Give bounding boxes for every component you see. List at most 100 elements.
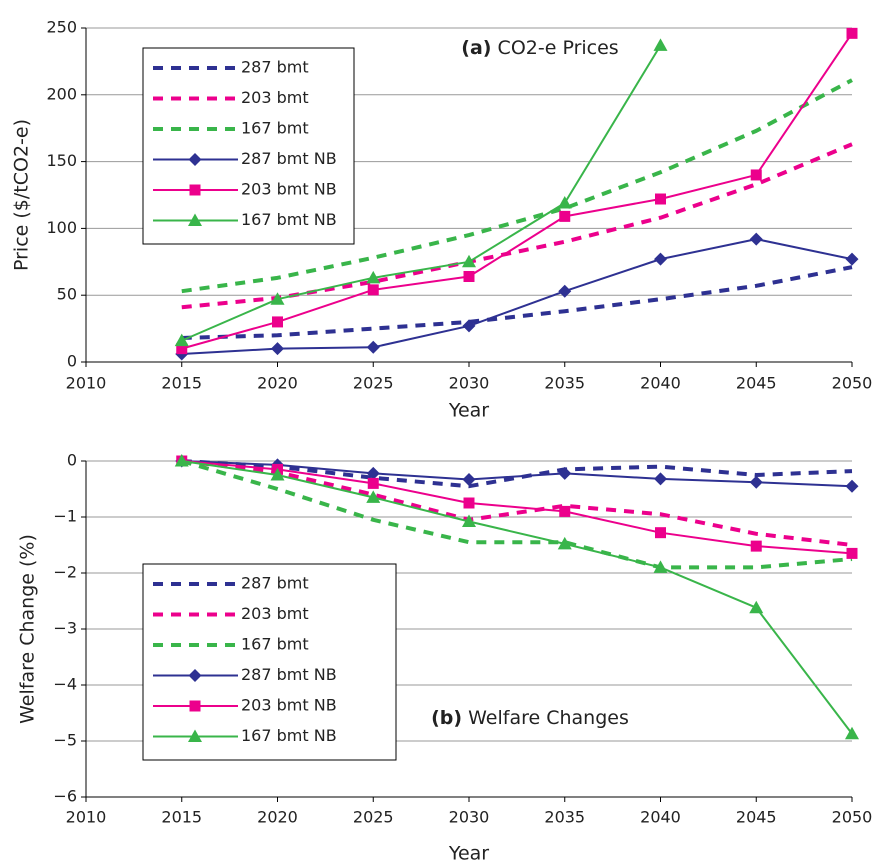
- marker: [188, 669, 202, 682]
- marker: [174, 333, 189, 347]
- marker: [366, 270, 381, 284]
- marker: [174, 454, 189, 467]
- y-axis-title: Welfare Change (%): [17, 534, 39, 724]
- marker: [271, 342, 284, 356]
- marker: [557, 196, 572, 209]
- y-tick-label: −3: [53, 619, 77, 638]
- x-tick-label: 2040: [640, 808, 681, 827]
- legend-label: 287 bmt: [241, 574, 309, 593]
- marker: [189, 184, 201, 196]
- series-line: [181, 44, 662, 342]
- x-tick-label: 2030: [449, 374, 490, 393]
- legend-label: 167 bmt NB: [241, 210, 337, 229]
- title-text: CO2-e Prices: [498, 37, 619, 59]
- marker: [653, 38, 668, 51]
- x-tick-label: 2030: [449, 808, 490, 827]
- marker: [366, 340, 380, 354]
- x-axis-title: Year: [448, 843, 489, 865]
- y-tick-label: 150: [46, 151, 77, 170]
- marker: [749, 475, 763, 489]
- x-tick-label: 2025: [353, 808, 394, 827]
- marker: [654, 472, 667, 486]
- y-axis-title: Price ($/tCO2-e): [11, 119, 33, 271]
- marker: [749, 232, 763, 246]
- x-tick-label: 2035: [544, 808, 585, 827]
- x-tick-label: 2045: [736, 374, 777, 393]
- marker: [655, 193, 666, 205]
- title-text: Welfare Changes: [468, 707, 629, 729]
- legend-label: 167 bmt: [241, 119, 309, 138]
- marker: [845, 252, 859, 266]
- marker: [558, 466, 572, 480]
- marker: [559, 505, 571, 517]
- marker: [366, 490, 381, 503]
- legend-label: 203 bmt: [241, 604, 309, 623]
- series-line: [181, 460, 853, 735]
- marker: [367, 477, 379, 489]
- marker: [367, 284, 379, 296]
- marker: [845, 479, 859, 493]
- x-tick-label: 2045: [736, 808, 777, 827]
- marker: [845, 726, 859, 740]
- marker: [557, 536, 572, 550]
- series-line: [181, 459, 853, 489]
- x-tick-label: 2050: [832, 808, 873, 827]
- y-tick-label: −4: [53, 675, 77, 694]
- marker: [462, 254, 476, 268]
- y-tick-label: 250: [46, 18, 77, 37]
- marker: [846, 547, 858, 559]
- marker: [655, 527, 666, 539]
- series-line: [181, 32, 853, 350]
- marker: [188, 153, 202, 166]
- panel-label: (a): [461, 37, 491, 59]
- x-axis-title: Year: [448, 400, 489, 422]
- marker: [462, 514, 476, 527]
- y-tick-label: −1: [53, 507, 77, 526]
- marker: [750, 540, 762, 552]
- marker: [366, 466, 380, 480]
- marker: [463, 270, 475, 282]
- legend-label: 203 bmt NB: [241, 180, 337, 199]
- marker: [558, 284, 572, 298]
- legend-box: [142, 47, 355, 245]
- series-line: [181, 460, 853, 488]
- marker: [463, 497, 475, 509]
- x-tick-label: 2050: [832, 374, 873, 393]
- y-tick-label: 0: [67, 451, 77, 470]
- marker: [654, 252, 667, 266]
- legend-label: 287 bmt: [241, 58, 309, 77]
- series-line: [181, 459, 853, 570]
- x-tick-label: 2015: [161, 374, 202, 393]
- x-tick-label: 2010: [66, 374, 107, 393]
- legend-box: [142, 563, 397, 761]
- x-tick-label: 2035: [544, 374, 585, 393]
- y-tick-label: 100: [46, 218, 77, 237]
- legend-label: 287 bmt NB: [241, 149, 337, 168]
- panel-title: (b) Welfare Changes: [431, 707, 629, 729]
- marker: [750, 169, 762, 181]
- x-tick-label: 2020: [257, 808, 298, 827]
- x-tick-label: 2040: [640, 374, 681, 393]
- x-tick-label: 2025: [353, 374, 394, 393]
- legend-label: 203 bmt NB: [241, 696, 337, 715]
- marker: [749, 600, 764, 614]
- x-tick-label: 2020: [257, 374, 298, 393]
- legend-label: 287 bmt NB: [241, 665, 337, 684]
- panel-title: (a) CO2-e Prices: [461, 37, 618, 59]
- marker: [176, 343, 188, 355]
- x-tick-label: 2010: [66, 808, 107, 827]
- y-tick-label: 50: [57, 285, 77, 304]
- marker: [559, 210, 571, 222]
- y-tick-label: −2: [53, 563, 77, 582]
- y-tick-label: 0: [67, 352, 77, 371]
- series-line: [181, 78, 853, 294]
- marker: [270, 292, 285, 305]
- y-tick-label: −5: [53, 731, 77, 750]
- series-line: [181, 265, 853, 340]
- series-line: [181, 238, 853, 355]
- marker: [189, 700, 201, 712]
- y-tick-label: 200: [46, 84, 77, 103]
- marker: [653, 560, 668, 573]
- marker: [188, 729, 202, 742]
